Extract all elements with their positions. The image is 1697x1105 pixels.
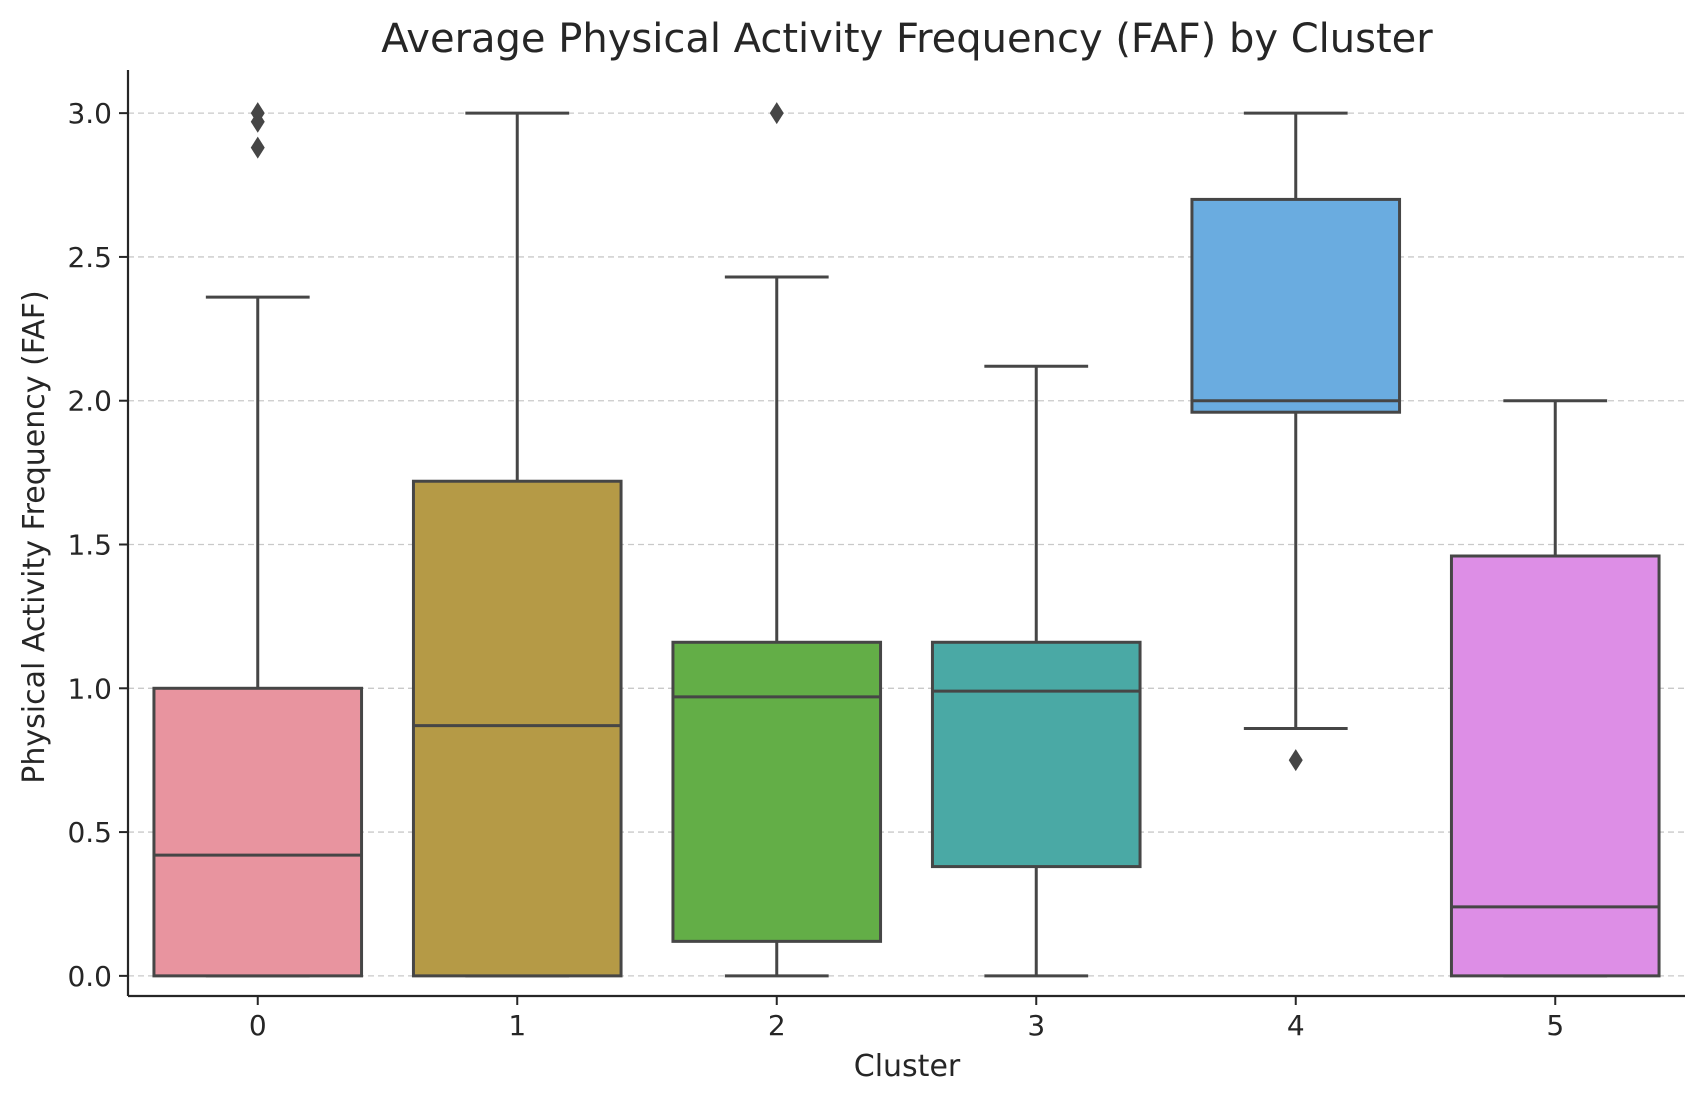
box-iqr xyxy=(671,640,883,943)
x-tick-label: 2 xyxy=(768,1009,786,1042)
box-cluster-5 xyxy=(1449,399,1661,978)
outlier-point xyxy=(250,136,265,159)
x-tick-label: 0 xyxy=(249,1009,267,1042)
x-tick-label: 5 xyxy=(1546,1009,1564,1042)
y-tick-label: 0.0 xyxy=(67,960,112,993)
y-tick-label: 3.0 xyxy=(67,97,112,130)
x-tick-label: 3 xyxy=(1027,1009,1045,1042)
axes: 0.0 0.5 1.0 1.5 2.0 2.5 3.0 0 1 2 3 4 5 xyxy=(67,70,1685,1042)
y-tick-label: 0.5 xyxy=(67,816,112,849)
outlier-point xyxy=(769,102,784,125)
outlier-point xyxy=(1288,749,1303,772)
box-iqr xyxy=(1190,197,1402,414)
outlier-point xyxy=(250,102,265,125)
box-cluster-2 xyxy=(671,102,883,978)
box-cluster-1 xyxy=(411,111,623,978)
x-tick-label: 1 xyxy=(508,1009,526,1042)
box-iqr xyxy=(152,686,364,978)
box-cluster-3 xyxy=(930,364,1142,978)
x-tick-label: 4 xyxy=(1287,1009,1305,1042)
box-cluster-0 xyxy=(152,102,364,978)
x-axis-label: Cluster xyxy=(854,1049,961,1084)
y-tick-label: 2.5 xyxy=(67,241,112,274)
box-iqr xyxy=(411,479,623,978)
y-tick-label: 1.0 xyxy=(67,672,112,705)
box-iqr xyxy=(1449,554,1661,978)
y-axis-label: Physical Activity Frequency (FAF) xyxy=(17,290,52,784)
y-tick-label: 2.0 xyxy=(67,385,112,418)
box-cluster-4 xyxy=(1190,111,1402,772)
box-iqr xyxy=(930,640,1142,869)
box-series xyxy=(152,102,1661,978)
chart-title: Average Physical Activity Frequency (FAF… xyxy=(381,16,1433,62)
y-tick-label: 1.5 xyxy=(67,529,112,562)
